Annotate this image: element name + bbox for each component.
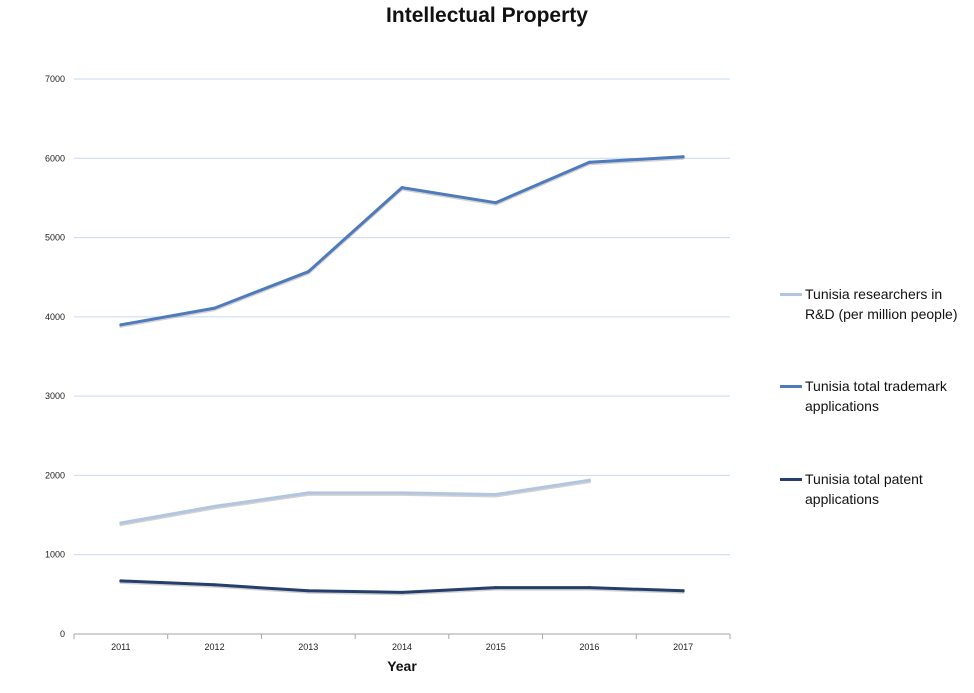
y-tick-label: 2000 (45, 470, 65, 480)
data-point (306, 270, 310, 274)
gridlines (74, 78, 730, 556)
x-axis-label: Year (387, 658, 417, 674)
data-point (400, 491, 404, 495)
data-point (587, 586, 591, 590)
x-tick-label: 2014 (392, 642, 412, 652)
data-point (587, 478, 591, 482)
data-point (213, 504, 217, 508)
legend-swatch-trademark (780, 385, 802, 388)
data-point (681, 155, 685, 159)
axes: 0 1000 2000 3000 4000 5000 6000 7000 2011 2012 201… (45, 74, 731, 652)
data-point (587, 160, 591, 164)
data-point (119, 521, 123, 525)
x-tick-label: 2012 (205, 642, 225, 652)
data-point (213, 306, 217, 310)
x-tick-label: 2015 (486, 642, 506, 652)
data-point (681, 589, 685, 593)
series-lines (119, 155, 685, 596)
series-line-1 (119, 155, 685, 327)
x-tick-label: 2011 (111, 642, 130, 652)
chart-title: Intellectual Property (386, 4, 588, 27)
data-point (400, 590, 404, 594)
x-tick-label: 2016 (579, 642, 599, 652)
legend-swatch-researchers (780, 293, 802, 296)
y-tick-label: 6000 (45, 153, 65, 163)
data-point (494, 586, 498, 590)
y-tick-label: 0 (60, 629, 65, 639)
data-point (494, 201, 498, 205)
legend-label-researchers: Tunisia researchers in R&D (per million … (805, 286, 958, 322)
series-line-0 (119, 478, 591, 525)
data-point (494, 492, 498, 496)
data-point (306, 589, 310, 593)
data-point (213, 583, 217, 587)
legend-label-trademark: Tunisia total trademark applications (805, 378, 947, 414)
y-tick-label: 3000 (45, 391, 65, 401)
y-tick-label: 1000 (45, 550, 65, 560)
legend-label-patent: Tunisia total patent applications (805, 471, 923, 507)
x-tick-label: 2017 (673, 642, 693, 652)
data-point (119, 323, 123, 327)
y-tick-label: 4000 (45, 312, 65, 322)
series-line-shadow (119, 480, 591, 526)
x-tick-label: 2013 (298, 642, 318, 652)
data-point (119, 579, 123, 583)
y-tick-label: 5000 (45, 233, 65, 243)
legend-swatch-patent (780, 478, 802, 481)
data-point (400, 186, 404, 190)
series-line-shadow (119, 156, 685, 328)
y-tick-label: 7000 (45, 74, 65, 84)
data-point (306, 491, 310, 495)
